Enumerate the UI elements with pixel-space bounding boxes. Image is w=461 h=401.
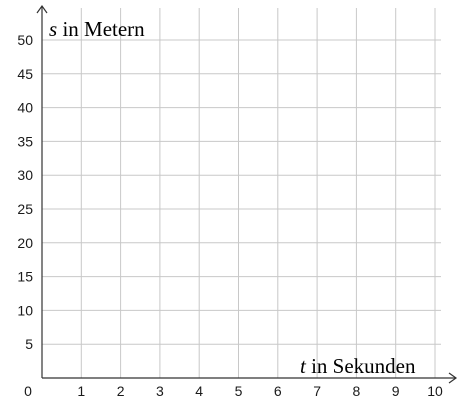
- y-tick-label: 15: [17, 269, 33, 285]
- grid: [42, 8, 441, 378]
- y-axis-variable: s: [49, 17, 57, 41]
- x-tick-label: 10: [427, 383, 443, 399]
- y-tick-label: 30: [17, 167, 33, 183]
- y-tick-label: 45: [17, 66, 33, 82]
- x-tick-label: 4: [195, 383, 203, 399]
- x-axis-label-text: in Sekunden: [306, 354, 416, 378]
- y-tick-label: 35: [17, 133, 33, 149]
- x-tick-label: 2: [117, 383, 125, 399]
- y-tick-label: 50: [17, 32, 33, 48]
- y-tick-label: 20: [17, 235, 33, 251]
- x-axis-variable: t: [300, 354, 307, 378]
- origin-label: 0: [24, 383, 32, 399]
- y-axis-title: s in Metern: [49, 17, 145, 41]
- x-tick-label: 9: [392, 383, 400, 399]
- x-tick-label: 6: [274, 383, 282, 399]
- y-tick-label: 5: [25, 336, 33, 352]
- x-axis-arrow-icon: [448, 372, 458, 384]
- y-tick-label: 10: [17, 302, 33, 318]
- y-tick-label: 25: [17, 201, 33, 217]
- y-axis-arrow-icon: [36, 4, 48, 14]
- x-tick-label: 8: [353, 383, 361, 399]
- y-axis-label-text: in Metern: [57, 17, 145, 41]
- x-tick-label: 3: [156, 383, 164, 399]
- x-tick-label: 5: [235, 383, 243, 399]
- y-tick-label: 40: [17, 100, 33, 116]
- x-axis-title: t in Sekunden: [300, 354, 416, 378]
- x-tick-label: 7: [313, 383, 321, 399]
- x-tick-label: 1: [77, 383, 85, 399]
- axes: [36, 4, 458, 384]
